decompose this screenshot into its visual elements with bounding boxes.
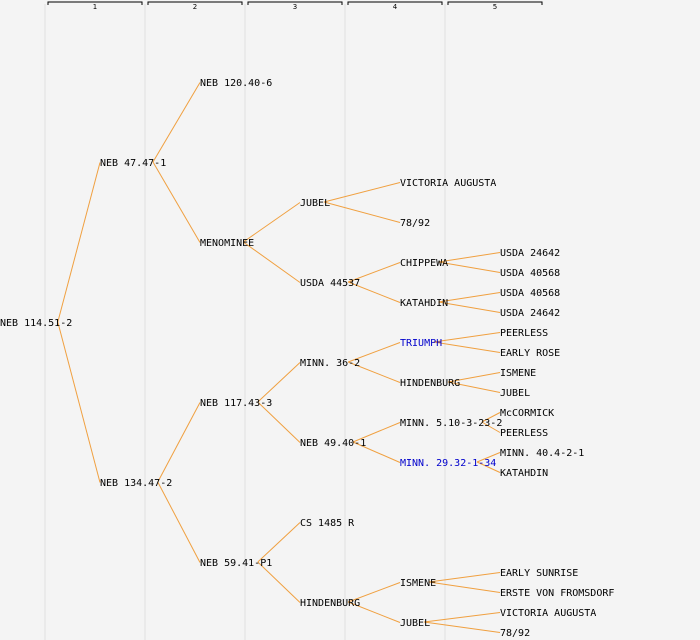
pedigree-edge (352, 422, 401, 443)
pedigree-edge (152, 161, 201, 243)
pedigree-edge (476, 461, 501, 473)
pedigree-edge (347, 281, 401, 303)
pedigree-edge (323, 201, 401, 223)
pedigree-edge (57, 162, 101, 323)
pedigree-edge (157, 481, 201, 563)
pedigree-edges (57, 82, 501, 633)
pedigree-edge (257, 401, 301, 443)
variety-name: JUBEL (300, 198, 330, 209)
variety-name: CS 1485 R (300, 518, 355, 529)
pedigree-edge (438, 252, 501, 263)
variety-name: 78/92 (500, 628, 530, 639)
generation-bracket (247, 1, 343, 5)
variety-name: USDA 40568 (500, 268, 560, 279)
pedigree-edge (481, 412, 501, 423)
variety-name: NEB 120.40-6 (200, 78, 272, 89)
variety-name: NEB 134.47-2 (100, 478, 172, 489)
variety-name: HINDENBURG (400, 378, 460, 389)
variety-name: NEB 114.51-2 (0, 318, 72, 329)
pedigree-edge (438, 292, 501, 303)
variety-name: MENOMINEE (200, 238, 254, 249)
pedigree-edge (243, 202, 301, 243)
pedigree-edge (347, 582, 401, 603)
pedigree-edge (448, 381, 501, 393)
pedigree-edge (424, 621, 501, 633)
generation-number: 4 (393, 3, 398, 11)
pedigree-edge (347, 342, 401, 363)
variety-name: VICTORIA AUGUSTA (500, 608, 596, 619)
variety-name: USDA 44537 (300, 278, 360, 289)
variety-name: USDA 24642 (500, 308, 560, 319)
pedigree-edge (433, 341, 501, 353)
generation-bracket (347, 1, 443, 5)
generation-bracket (47, 1, 143, 5)
generation-number: 5 (493, 3, 497, 11)
pedigree-edge (424, 612, 501, 623)
pedigree-nodes: NEB 114.51-2 NEB 47.47-1 NEB 134.47-2 NEB 1… (0, 78, 614, 639)
generation-number: 1 (93, 3, 97, 11)
pedigree-edge (428, 581, 501, 593)
pedigree-edge (347, 262, 401, 283)
variety-name: MINN. 5.10-3-23-2 (400, 418, 502, 429)
variety-name: ERSTE VON FROMSDORF (500, 588, 614, 599)
pedigree-edge (347, 361, 401, 383)
pedigree-edge (257, 561, 301, 603)
variety-name: USDA 24642 (500, 248, 560, 259)
generation-bracket (447, 1, 543, 5)
pedigree-edge (481, 421, 501, 433)
variety-name: EARLY ROSE (500, 348, 560, 359)
pedigree-edge (438, 301, 501, 313)
variety-name: ISMENE (400, 578, 436, 589)
variety-name: PEERLESS (500, 328, 548, 339)
pedigree-edge (448, 372, 501, 383)
generation-bracket (147, 1, 243, 5)
generation-number: 2 (193, 3, 197, 11)
generation-header: 1 2 3 4 5 (47, 1, 543, 11)
pedigree-edge (243, 241, 301, 283)
variety-name: 78/92 (400, 218, 430, 229)
variety-name: CHIPPEWA (400, 258, 448, 269)
pedigree-edge (257, 522, 301, 563)
variety-name: VICTORIA AUGUSTA (400, 178, 496, 189)
pedigree-edge (433, 332, 501, 343)
variety-name: KATAHDIN (500, 468, 548, 479)
variety-name: NEB 117.43-3 (200, 398, 272, 409)
pedigree-edge (438, 261, 501, 273)
variety-name: NEB 59.41-P1 (200, 558, 272, 569)
pedigree-edge (323, 182, 401, 203)
variety-name: JUBEL (500, 388, 530, 399)
pedigree-edge (352, 441, 401, 463)
generation-columns (44, 4, 446, 640)
variety-name: EARLY SUNRISE (500, 568, 578, 579)
variety-name: MINN. 36-2 (300, 358, 360, 369)
pedigree-edge (476, 452, 501, 463)
variety-name: PEERLESS (500, 428, 548, 439)
variety-name: USDA 40568 (500, 288, 560, 299)
variety-name: McCORMICK (500, 408, 554, 419)
pedigree-edge (428, 572, 501, 583)
variety-name: ISMENE (500, 368, 536, 379)
variety-name: JUBEL (400, 618, 430, 629)
variety-name: KATAHDIN (400, 298, 448, 309)
variety-name: MINN. 40.4-2-1 (500, 448, 584, 459)
variety-name: NEB 47.47-1 (100, 158, 166, 169)
variety-name: HINDENBURG (300, 598, 360, 609)
pedigree-edge (157, 402, 201, 483)
pedigree-edge (57, 321, 101, 483)
variety-link[interactable]: TRIUMPH (400, 338, 442, 349)
pedigree-edge (152, 82, 201, 163)
variety-name: NEB 49.40-1 (300, 438, 366, 449)
generation-number: 3 (293, 3, 297, 11)
pedigree-edge (347, 601, 401, 623)
variety-link[interactable]: MINN. 29.32-1-34 (400, 458, 496, 469)
pedigree-edge (257, 362, 301, 403)
